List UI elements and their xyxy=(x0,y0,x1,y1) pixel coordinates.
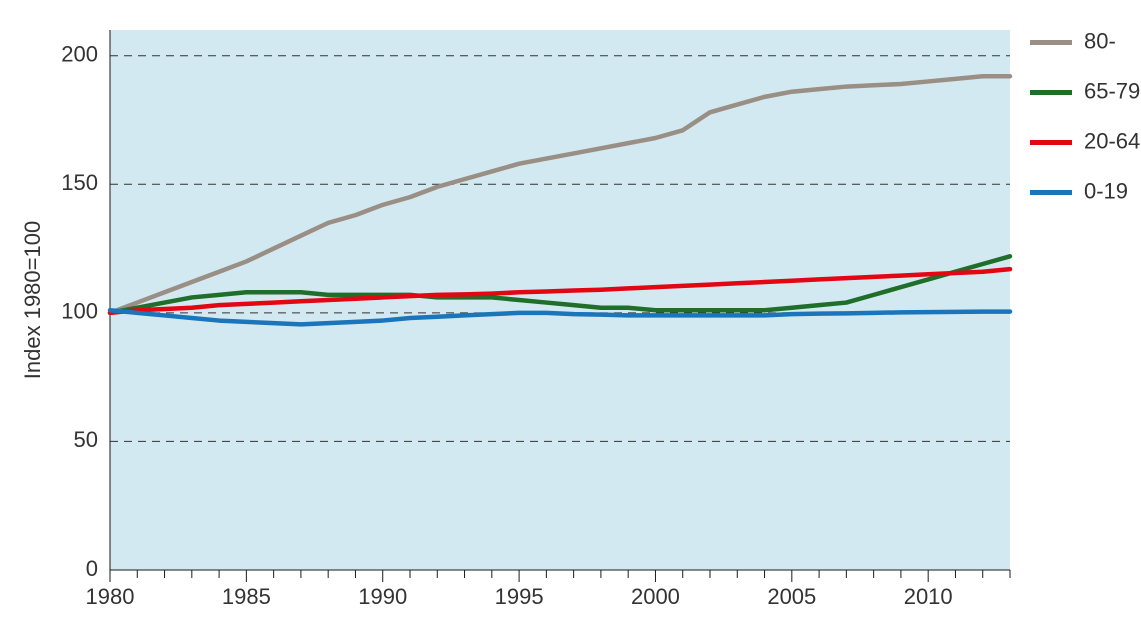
x-tick-label: 1990 xyxy=(358,584,407,609)
legend-label: 0-19 xyxy=(1084,178,1128,203)
legend-swatch xyxy=(1030,190,1072,195)
legend-label: 65-79 xyxy=(1084,78,1140,103)
line-chart: 0 50 100 150 200 Index 1980=100 1980 1985 1990 19… xyxy=(0,0,1141,643)
legend-label: 20-64 xyxy=(1084,128,1140,153)
y-tick-label: 200 xyxy=(61,42,98,67)
chart-svg: 0 50 100 150 200 Index 1980=100 1980 1985 1990 19… xyxy=(0,0,1141,643)
y-tick-label: 50 xyxy=(74,427,98,452)
y-axis-label: Index 1980=100 xyxy=(20,221,45,379)
legend-swatch xyxy=(1030,90,1072,95)
y-tick-label: 0 xyxy=(86,556,98,581)
x-tick-label: 2010 xyxy=(904,584,953,609)
x-tick-label: 2005 xyxy=(767,584,816,609)
x-tick-label: 2000 xyxy=(631,584,680,609)
x-tick-label: 1980 xyxy=(86,584,135,609)
legend-label: 80- xyxy=(1084,28,1116,53)
x-tick-label: 1995 xyxy=(495,584,544,609)
legend-swatch xyxy=(1030,40,1072,45)
y-tick-label: 150 xyxy=(61,170,98,195)
y-tick-label: 100 xyxy=(61,299,98,324)
x-tick-label: 1985 xyxy=(222,584,271,609)
legend-swatch xyxy=(1030,140,1072,145)
